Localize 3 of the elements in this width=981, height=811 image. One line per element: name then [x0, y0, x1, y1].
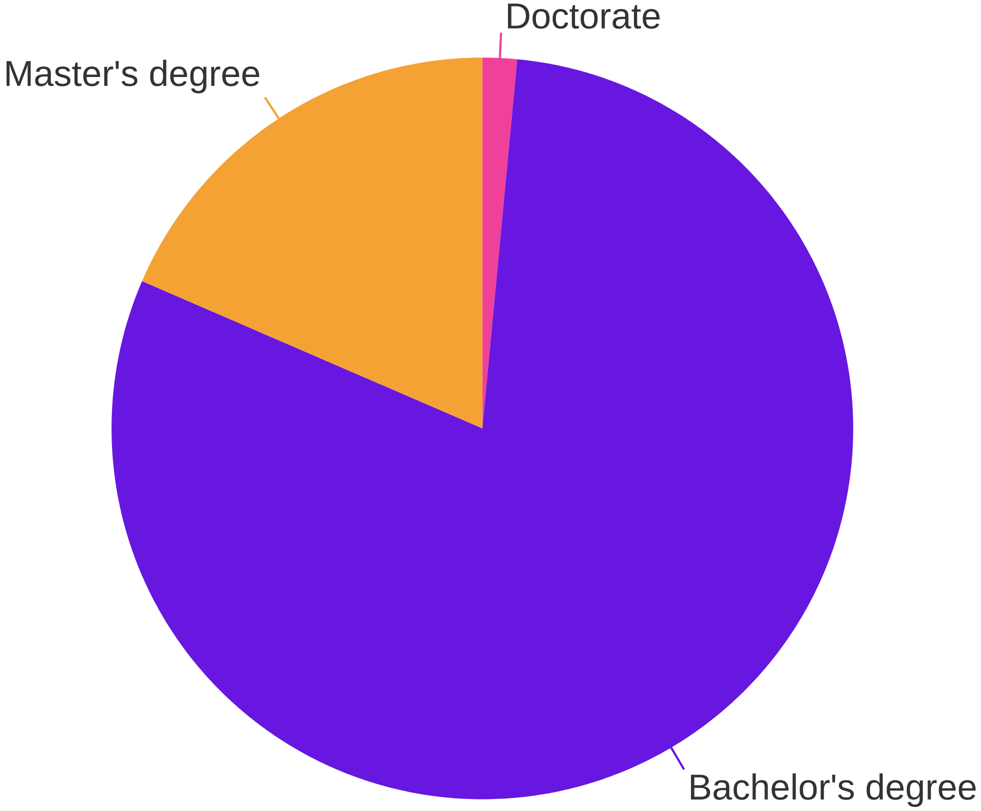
slice-label: Doctorate — [508, 4, 660, 29]
slice-label: Bachelor's degree — [690, 774, 976, 808]
slice-label: Master's degree — [6, 60, 260, 94]
